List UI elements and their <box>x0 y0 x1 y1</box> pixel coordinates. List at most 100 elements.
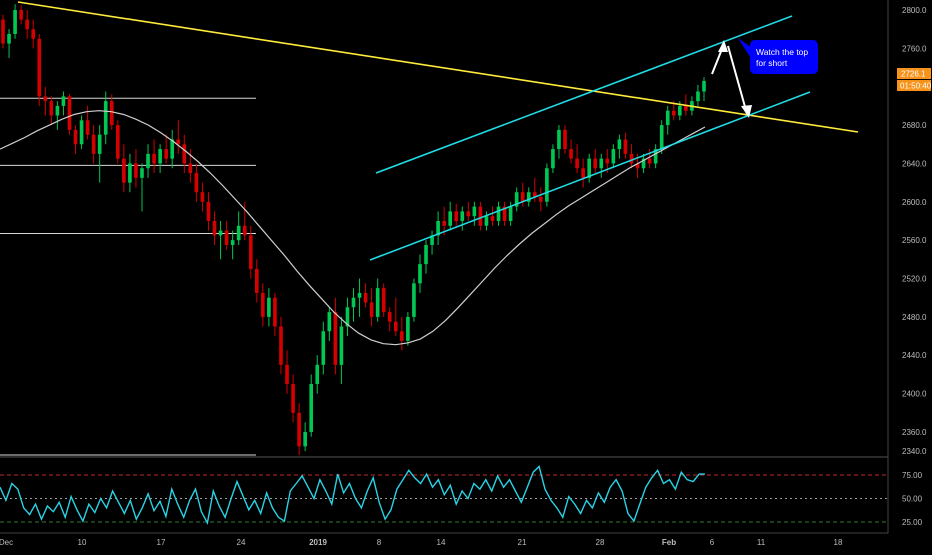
time-tick-label: 24 <box>237 538 246 547</box>
candle-body <box>206 201 211 221</box>
candle-body <box>647 158 652 164</box>
candle-body <box>345 307 350 327</box>
candle-body <box>508 206 513 221</box>
time-tick-label: 2019 <box>309 538 327 547</box>
candle-body <box>545 168 549 202</box>
candle-body <box>109 101 114 126</box>
candle-body <box>267 297 271 317</box>
candle-body <box>387 312 392 322</box>
cyan-channel-top-line <box>375 15 793 174</box>
candle-body <box>61 96 66 106</box>
candle-body <box>85 120 90 135</box>
candle-body <box>472 206 477 217</box>
candle-body <box>297 412 301 447</box>
time-tick-label: 21 <box>518 538 527 547</box>
candle-body <box>702 80 706 92</box>
arrow-down-head <box>741 105 752 118</box>
candle-body <box>19 10 23 20</box>
candle-body <box>484 216 489 226</box>
rsi-tick-label: 75.00 <box>902 471 923 480</box>
price-tick-label: 2640.0 <box>902 159 927 168</box>
time-tick-label: Dec <box>0 538 13 547</box>
candle-body <box>466 211 471 217</box>
time-tick-label: 10 <box>78 538 87 547</box>
candle-body <box>641 158 646 169</box>
candle-body <box>623 139 628 154</box>
candle-body <box>599 158 604 169</box>
candle-body <box>315 364 320 385</box>
rsi-tick-label: 50.00 <box>902 495 923 504</box>
time-axis: Dec 10 17 24 2019 8 14 21 28 Feb 6 11 18 <box>0 538 843 547</box>
candle-body <box>635 163 640 169</box>
candle-body <box>659 125 664 150</box>
candle-body <box>532 192 537 198</box>
candle-body <box>448 211 453 226</box>
time-tick-label: 8 <box>377 538 382 547</box>
candle-body <box>514 192 519 207</box>
candle-body <box>611 149 616 164</box>
rsi-pane <box>0 465 888 525</box>
candle-body <box>170 139 175 159</box>
candle-body <box>333 312 338 365</box>
candle-body <box>1 19 5 44</box>
callout-text-line1: Watch the top <box>756 47 808 57</box>
candle-body <box>587 158 591 178</box>
candle-body <box>146 153 150 169</box>
candle-body <box>279 326 283 365</box>
candle-body <box>67 96 72 130</box>
price-tick-label: 2760.0 <box>902 44 927 53</box>
candle-body <box>200 192 205 202</box>
candle-body <box>152 153 156 164</box>
callout-text-line2: for short <box>756 58 788 68</box>
countdown-label: 01:50:40 <box>900 82 932 91</box>
cyan-channel-bottom-line <box>369 91 811 261</box>
last-price-label: 2726.1 <box>901 70 926 79</box>
callout-pointer <box>738 38 752 60</box>
candle-body <box>97 134 102 154</box>
candle-body <box>418 264 422 284</box>
candle-body <box>254 268 259 293</box>
rsi-axis: 75.00 50.00 25.00 <box>902 471 923 527</box>
candle-body <box>224 230 229 245</box>
candle-body <box>321 331 326 365</box>
last-price-box <box>897 68 931 79</box>
candle-body <box>309 384 314 432</box>
candle-body <box>581 168 585 178</box>
candle-body <box>496 206 501 221</box>
yellow-descending-resistance-line <box>17 1 859 133</box>
candle-body <box>285 364 289 385</box>
candle-body <box>381 288 386 313</box>
candle-body <box>242 225 247 236</box>
arrow-up-head <box>718 40 728 52</box>
rsi-tick-label: 25.00 <box>902 518 923 527</box>
candle-body <box>37 38 42 97</box>
candle-body <box>551 149 555 169</box>
candle-body <box>327 312 332 332</box>
candle-body <box>575 158 579 169</box>
candle-body <box>400 331 404 341</box>
candle-body <box>357 292 362 298</box>
candle-body <box>665 110 670 126</box>
price-tick-label: 2800.0 <box>902 6 927 15</box>
candle-body <box>490 216 495 221</box>
candle-body <box>526 192 531 202</box>
candle-body <box>478 206 483 226</box>
price-tick-label: 2440.0 <box>902 351 927 360</box>
rsi-line <box>0 465 705 525</box>
candle-body <box>73 129 78 145</box>
candle-body <box>236 225 241 241</box>
candle-body <box>363 292 368 303</box>
price-tick-label: 2340.0 <box>902 447 927 456</box>
candle-body <box>49 101 54 116</box>
candle-body <box>369 302 374 317</box>
arrows <box>711 40 752 118</box>
candle-body <box>412 283 416 317</box>
candle-body <box>502 206 507 221</box>
candle-body <box>176 139 181 145</box>
candle-body <box>13 10 17 34</box>
